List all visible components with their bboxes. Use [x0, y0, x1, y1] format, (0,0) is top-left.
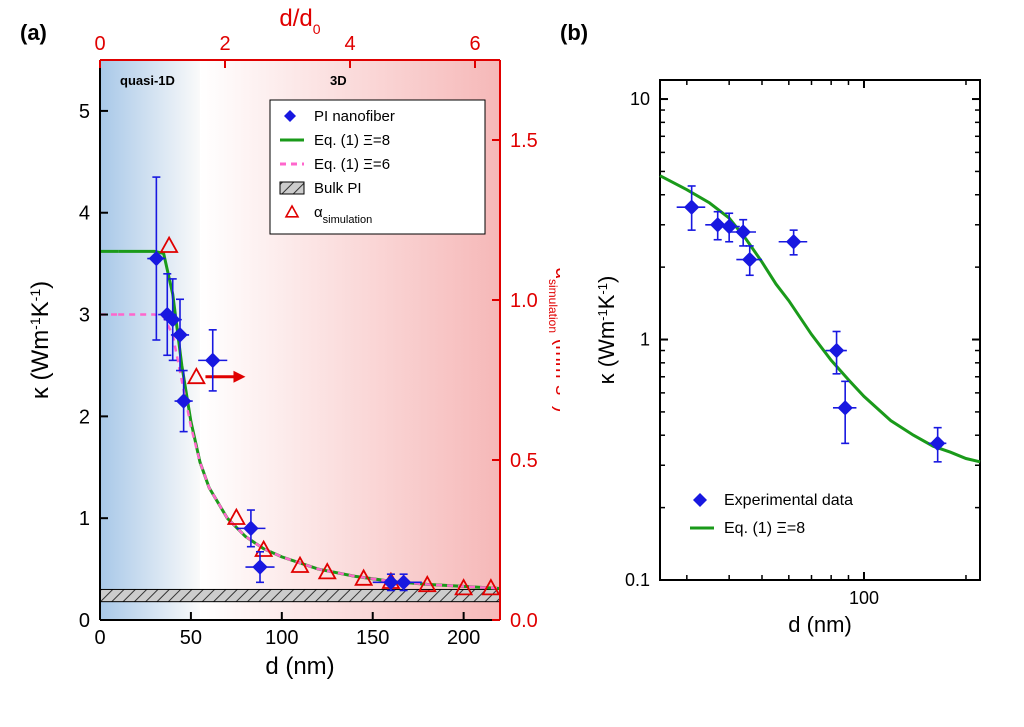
- figure-container: (a) (b) quasi-1D3D050100150200d (nm)0123…: [0, 0, 1024, 727]
- svg-text:d (nm): d (nm): [788, 612, 852, 637]
- panel-b-svg: 100 d (nm) 0.1 1 10 κ (Wm-1K-1) Experimental d…: [0, 0, 1024, 720]
- svg-text:1: 1: [640, 330, 650, 350]
- svg-text:κ (Wm-1K-1): κ (Wm-1K-1): [594, 276, 619, 385]
- svg-text:Experimental data: Experimental data: [724, 492, 853, 509]
- svg-text:100: 100: [849, 588, 879, 608]
- svg-text:10: 10: [630, 89, 650, 109]
- svg-text:Eq. (1) Ξ=8: Eq. (1) Ξ=8: [724, 520, 805, 537]
- svg-text:0.1: 0.1: [625, 570, 650, 590]
